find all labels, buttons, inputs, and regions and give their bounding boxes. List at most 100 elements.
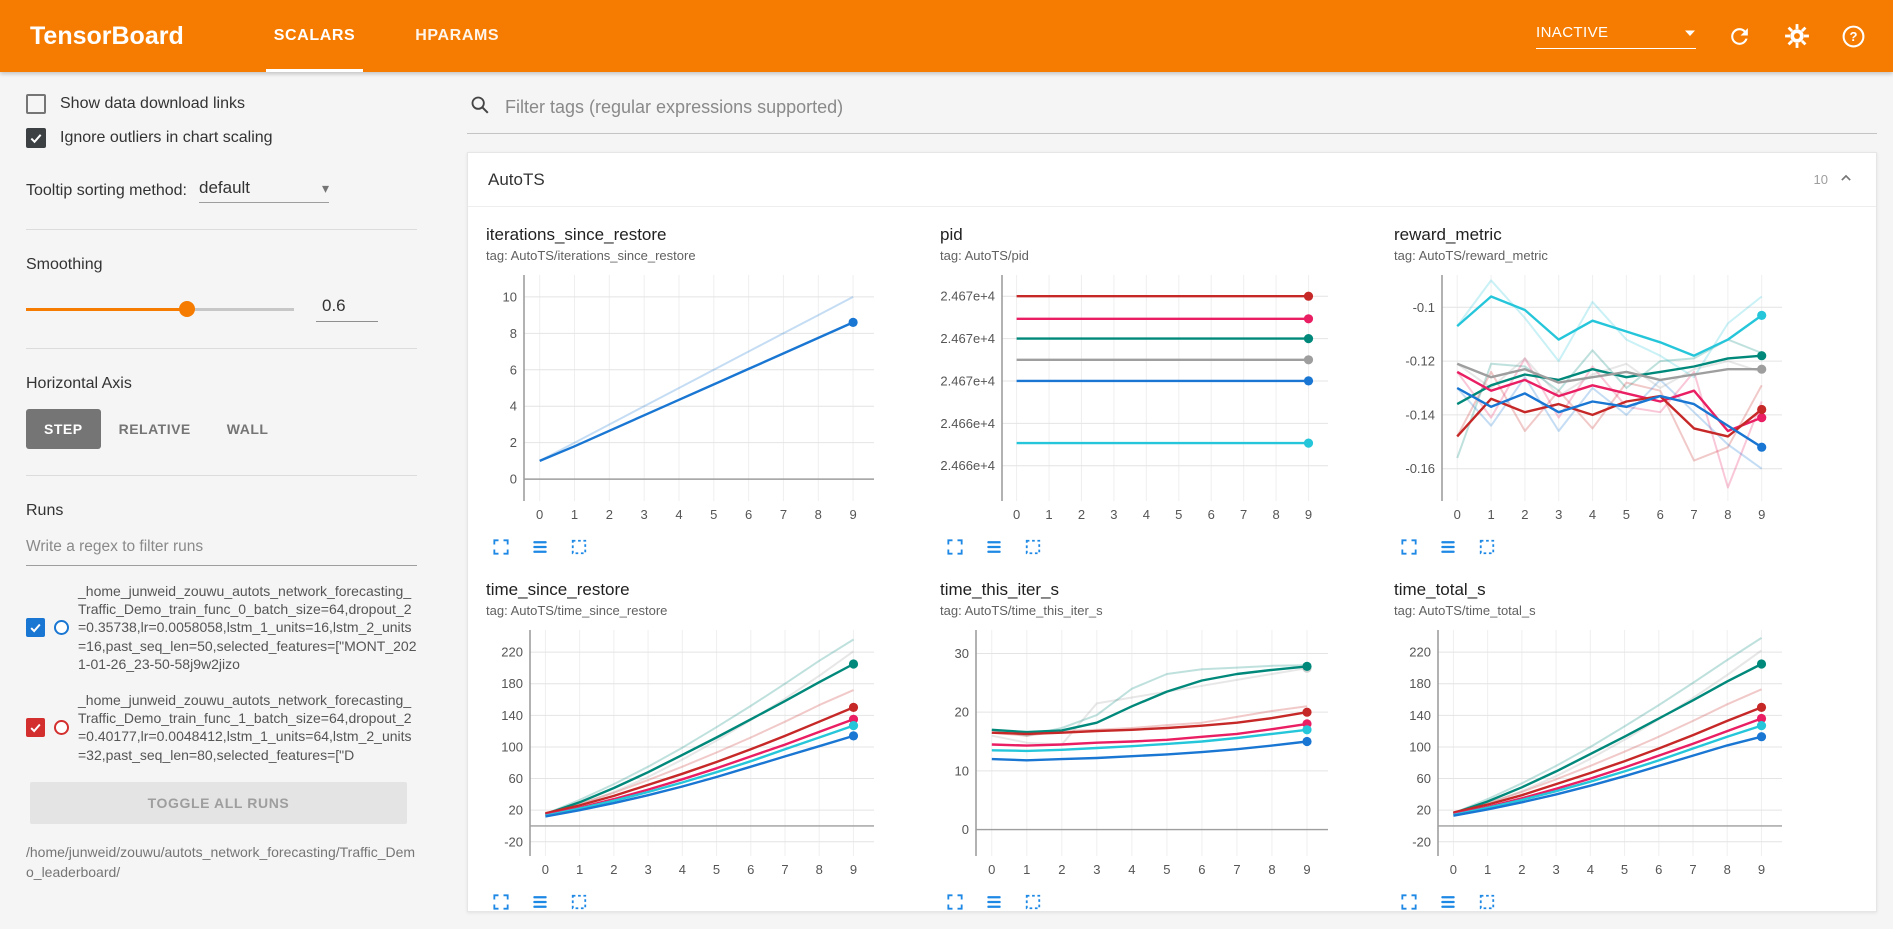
svg-text:2.467e+4: 2.467e+4	[940, 289, 995, 304]
svg-text:6: 6	[1208, 507, 1215, 522]
axis-button-step[interactable]: STEP	[26, 409, 101, 449]
run-solo-radio[interactable]	[54, 719, 69, 735]
svg-text:220: 220	[501, 645, 523, 660]
expand-chart-icon[interactable]	[490, 536, 512, 558]
svg-text:0: 0	[962, 822, 969, 837]
svg-text:5: 5	[1621, 862, 1628, 877]
svg-text:3: 3	[644, 862, 651, 877]
chart-tag: tag: AutoTS/iterations_since_restore	[486, 248, 696, 263]
data-table-icon[interactable]	[529, 891, 551, 911]
svg-text:9: 9	[849, 507, 856, 522]
svg-text:1: 1	[1487, 507, 1494, 522]
expand-chart-icon[interactable]	[490, 891, 512, 911]
svg-text:20: 20	[509, 803, 523, 818]
expand-chart-icon[interactable]	[944, 891, 966, 911]
reload-status-select[interactable]: INACTIVE	[1536, 24, 1696, 49]
smoothing-slider-thumb[interactable]	[178, 301, 195, 317]
tooltip-sorting-select[interactable]: default ▾	[198, 178, 329, 203]
run-item[interactable]: _home_junweid_zouwu_autots_network_forec…	[26, 691, 417, 764]
svg-text:8: 8	[1724, 507, 1731, 522]
header-tabs: SCALARS HPARAMS	[244, 0, 529, 72]
chart-plot[interactable]: 0 1 2 3 4 5 6 7 8 9 2.466e+4 2.466e+4 2.467e+4 2.467e…	[940, 265, 1340, 527]
data-table-icon[interactable]	[1437, 536, 1459, 558]
svg-text:2: 2	[1058, 862, 1065, 877]
chart-title: time_this_iter_s	[940, 580, 1060, 599]
checkbox-show-download-links[interactable]: Show data download links	[26, 94, 417, 114]
svg-text:100: 100	[501, 739, 523, 754]
checkbox-label: Show data download links	[60, 95, 246, 112]
tooltip-sorting-value: default	[198, 178, 251, 197]
chart-title: time_since_restore	[486, 580, 630, 599]
fit-domain-icon[interactable]	[568, 536, 590, 558]
expand-chart-icon[interactable]	[944, 536, 966, 558]
autots-section-card: AutoTS 10 iterations_since_restore tag: A…	[467, 152, 1877, 912]
svg-text:8: 8	[816, 862, 823, 877]
svg-text:6: 6	[745, 507, 752, 522]
chart-tag: tag: AutoTS/time_total_s	[1394, 603, 1536, 618]
tab-hparams[interactable]: HPARAMS	[415, 27, 500, 44]
smoothing-slider[interactable]	[26, 301, 294, 317]
svg-text:6: 6	[747, 862, 754, 877]
checkbox-label: Ignore outliers in chart scaling	[60, 129, 273, 146]
svg-text:5: 5	[710, 507, 717, 522]
axis-button-wall[interactable]: WALL	[226, 421, 269, 437]
axis-button-relative[interactable]: RELATIVE	[118, 421, 191, 437]
svg-text:7: 7	[1689, 862, 1696, 877]
expand-chart-icon[interactable]	[1398, 536, 1420, 558]
tag-filter-input[interactable]	[503, 96, 1873, 119]
chart-tag: tag: AutoTS/time_since_restore	[486, 603, 668, 618]
section-header[interactable]: AutoTS 10	[468, 153, 1876, 207]
expand-chart-icon[interactable]	[1398, 891, 1420, 911]
data-table-icon[interactable]	[529, 536, 551, 558]
chart-plot[interactable]: 0 1 2 3 4 5 6 7 8 9 -20 20 60 100 140 180 220	[1394, 620, 1794, 882]
svg-text:4: 4	[1128, 862, 1135, 877]
data-table-icon[interactable]	[983, 536, 1005, 558]
data-table-icon[interactable]	[1437, 891, 1459, 911]
tab-scalars[interactable]: SCALARS	[244, 0, 386, 72]
runs-filter-input[interactable]	[26, 530, 417, 566]
fit-domain-icon[interactable]	[1476, 891, 1498, 911]
run-item[interactable]: _home_junweid_zouwu_autots_network_forec…	[26, 582, 417, 673]
svg-text:1: 1	[1045, 507, 1052, 522]
chart-plot[interactable]: 0 1 2 3 4 5 6 7 8 9 0 2 4 6 8 10	[486, 265, 886, 527]
run-checkbox[interactable]	[26, 617, 45, 637]
fit-domain-icon[interactable]	[1022, 536, 1044, 558]
chart-title: time_total_s	[1394, 580, 1486, 599]
svg-text:-0.16: -0.16	[1405, 461, 1435, 476]
run-solo-radio[interactable]	[54, 619, 69, 635]
svg-text:7: 7	[1233, 862, 1240, 877]
svg-text:100: 100	[1409, 739, 1431, 754]
svg-text:4: 4	[679, 862, 686, 877]
svg-text:9: 9	[850, 862, 857, 877]
run-name: _home_junweid_zouwu_autots_network_forec…	[78, 583, 417, 672]
svg-text:3: 3	[1552, 862, 1559, 877]
svg-text:9: 9	[1758, 507, 1765, 522]
smoothing-value[interactable]: 0.6	[316, 296, 378, 322]
refresh-icon[interactable]	[1726, 23, 1753, 50]
svg-text:3: 3	[641, 507, 648, 522]
fit-domain-icon[interactable]	[1476, 536, 1498, 558]
fit-domain-icon[interactable]	[1022, 891, 1044, 911]
svg-text:2: 2	[606, 507, 613, 522]
svg-text:140: 140	[1409, 708, 1431, 723]
svg-text:-0.14: -0.14	[1405, 407, 1435, 422]
checkbox-ignore-outliers[interactable]: Ignore outliers in chart scaling	[26, 128, 417, 148]
svg-text:4: 4	[1587, 862, 1594, 877]
chevron-up-icon[interactable]	[1836, 168, 1856, 191]
chart-plot[interactable]: 0 1 2 3 4 5 6 7 8 9 -0.16 -0.14 -0.12 -0.1	[1394, 265, 1794, 527]
checkbox-box[interactable]	[26, 128, 46, 148]
scalar-chart-iterations_since_restore: iterations_since_restore tag: AutoTS/iter…	[486, 225, 916, 558]
chart-plot[interactable]: 0 1 2 3 4 5 6 7 8 9 0 10 20 30	[940, 620, 1340, 882]
help-icon[interactable]: ?	[1840, 23, 1867, 50]
data-table-icon[interactable]	[983, 891, 1005, 911]
settings-gear-icon[interactable]	[1783, 23, 1810, 50]
svg-text:2: 2	[1518, 862, 1525, 877]
run-checkbox[interactable]	[26, 717, 45, 737]
svg-text:2: 2	[1521, 507, 1528, 522]
checkbox-box[interactable]	[26, 94, 46, 114]
svg-text:20: 20	[1417, 803, 1431, 818]
svg-text:180: 180	[1409, 676, 1431, 691]
chart-plot[interactable]: 0 1 2 3 4 5 6 7 8 9 -20 20 60 100 140 180 220	[486, 620, 886, 882]
toggle-all-runs-button[interactable]: TOGGLE ALL RUNS	[30, 781, 407, 824]
fit-domain-icon[interactable]	[568, 891, 590, 911]
